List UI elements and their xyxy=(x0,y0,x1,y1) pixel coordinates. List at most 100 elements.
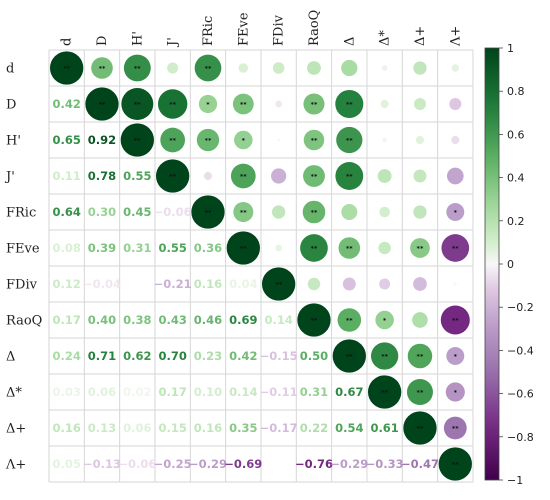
corr-circle xyxy=(120,123,154,157)
corr-circle xyxy=(341,204,358,220)
corr-circle xyxy=(234,130,253,150)
corr-circle xyxy=(335,89,364,119)
significance-mark: ** xyxy=(275,280,282,288)
colorbar-tick-label: −0.6 xyxy=(507,388,534,401)
corr-value: 0.03 xyxy=(52,385,80,399)
column-label: J' xyxy=(166,37,181,48)
column-label: H' xyxy=(130,31,145,46)
corr-circle xyxy=(446,347,465,365)
corr-value: 0.62 xyxy=(123,349,151,363)
colorbar-tick-label: −0.8 xyxy=(507,431,534,444)
column-label: Λ+ xyxy=(448,26,463,47)
corr-circle xyxy=(377,169,392,183)
corr-circle xyxy=(302,200,326,224)
corr-circle xyxy=(342,277,356,291)
corr-value: 0.31 xyxy=(123,241,151,255)
corr-value: 0.06 xyxy=(123,421,151,435)
significance-mark: ** xyxy=(240,100,247,108)
corr-value: 0.17 xyxy=(52,313,80,327)
significance-mark: ** xyxy=(346,100,353,108)
corr-value: 0.11 xyxy=(52,169,80,183)
corr-value: 0.12 xyxy=(52,277,80,291)
corr-circle xyxy=(203,171,213,181)
corr-circle xyxy=(121,88,154,120)
corr-circle xyxy=(413,277,427,291)
corr-circle xyxy=(232,93,254,115)
corr-value: −0.21 xyxy=(154,277,192,291)
corr-value: 0.05 xyxy=(52,457,80,471)
corr-circle xyxy=(451,64,460,72)
colorbar-tick-label: 0 xyxy=(507,258,514,271)
column-label: d xyxy=(60,38,75,46)
corr-circle xyxy=(378,241,391,255)
corr-circle xyxy=(85,87,119,121)
row-label: Δ* xyxy=(6,386,22,401)
corr-value: −0.69 xyxy=(224,457,262,471)
corr-circle xyxy=(413,97,426,111)
significance-mark: ** xyxy=(99,64,106,72)
corr-circle xyxy=(160,127,186,153)
row-label: RaoQ xyxy=(6,314,42,329)
significance-mark: ** xyxy=(381,388,388,396)
corr-value: −0.11 xyxy=(260,385,298,399)
corr-circle xyxy=(410,238,430,258)
corr-value: 0.65 xyxy=(52,133,80,147)
corr-value: 0.15 xyxy=(158,421,186,435)
variable-labels: d d D D H' H' J' J' FRic FRic FEve FEve FDiv FDiv RaoQ… xyxy=(4,10,463,473)
corr-value: −0.06 xyxy=(118,457,156,471)
corr-value: 0.61 xyxy=(370,421,398,435)
corr-circle xyxy=(167,62,179,74)
corr-value: −0.17 xyxy=(260,421,298,435)
corr-value: 0.35 xyxy=(229,421,257,435)
significance-mark: * xyxy=(454,208,458,216)
corr-circle xyxy=(375,310,394,330)
corr-circle xyxy=(157,89,188,119)
corr-circle xyxy=(446,167,464,185)
corr-circle xyxy=(443,416,467,440)
column-label: FRic xyxy=(201,16,216,46)
corr-circle xyxy=(446,203,465,221)
significance-mark: * xyxy=(242,136,246,144)
corr-value: 0.42 xyxy=(229,349,257,363)
corr-circle xyxy=(303,165,325,187)
corr-value: 0.42 xyxy=(52,97,80,111)
significance-mark: ** xyxy=(452,460,459,468)
corr-circle xyxy=(91,57,113,79)
row-label: Δ+ xyxy=(6,422,26,437)
corr-circle xyxy=(194,54,222,82)
corr-value: 0.17 xyxy=(158,385,186,399)
corr-circle xyxy=(453,282,457,286)
significance-mark: ** xyxy=(134,64,141,72)
corr-circle xyxy=(412,312,428,328)
significance-mark: ** xyxy=(311,136,318,144)
corr-circle xyxy=(451,135,460,145)
significance-mark: ** xyxy=(134,100,141,108)
corr-value: −0.76 xyxy=(295,457,333,471)
corr-circle xyxy=(272,62,285,74)
corr-circle xyxy=(191,195,225,229)
significance-mark: ** xyxy=(240,244,247,252)
row-label: Λ+ xyxy=(5,458,26,473)
corr-value: 0.36 xyxy=(194,241,222,255)
corr-value: 0.45 xyxy=(123,205,151,219)
row-label: H' xyxy=(6,134,21,149)
corr-circle xyxy=(381,65,388,71)
corr-value: 0.39 xyxy=(88,241,116,255)
corr-circle xyxy=(233,202,254,222)
corr-circle xyxy=(275,244,282,252)
corr-circle xyxy=(123,54,151,82)
corr-value: −0.33 xyxy=(366,457,404,471)
corr-value: 0.43 xyxy=(158,313,186,327)
corr-circle xyxy=(441,234,470,262)
corr-value: 0.16 xyxy=(52,421,80,435)
significance-mark: ** xyxy=(99,100,106,108)
corr-circle xyxy=(261,267,296,301)
corr-circle xyxy=(413,205,427,219)
column-label: RaoQ xyxy=(307,10,322,46)
corr-circle xyxy=(380,99,389,109)
column-label: Δ* xyxy=(378,30,393,46)
corr-circle xyxy=(300,234,328,262)
colorbar-tick-label: 0.4 xyxy=(507,172,525,185)
corr-value: 0.30 xyxy=(88,205,116,219)
corr-value: −0.13 xyxy=(83,457,121,471)
